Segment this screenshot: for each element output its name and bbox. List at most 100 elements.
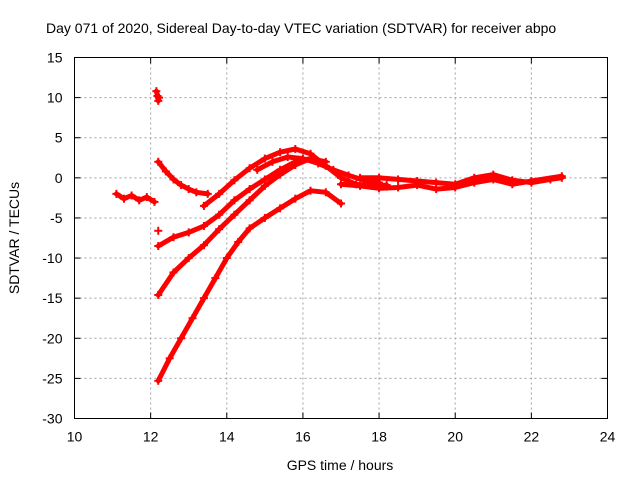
data-point	[260, 213, 269, 222]
y-tick-label: 0	[55, 170, 63, 186]
data-point	[268, 157, 277, 166]
data-point	[470, 178, 479, 187]
data-point	[375, 184, 384, 193]
data-point	[184, 185, 193, 194]
series-arc-deep	[155, 188, 344, 384]
data-point	[154, 290, 163, 299]
data-point	[306, 154, 315, 163]
data-point	[152, 87, 161, 96]
data-point	[215, 189, 224, 198]
y-tick-label: -25	[42, 370, 62, 386]
data-point	[155, 93, 164, 102]
data-point	[169, 175, 178, 184]
data-point	[199, 201, 208, 210]
data-point	[245, 164, 254, 173]
data-point	[527, 177, 536, 186]
x-tick-label: 18	[371, 429, 387, 445]
data-point	[451, 183, 460, 192]
data-point	[329, 165, 338, 174]
data-point	[337, 180, 345, 189]
data-point	[169, 268, 178, 277]
data-point	[306, 186, 315, 195]
data-point	[184, 228, 193, 237]
x-tick-label: 10	[67, 429, 83, 445]
data-point	[192, 188, 201, 197]
data-point	[177, 181, 186, 190]
data-point	[276, 148, 285, 157]
data-point	[154, 376, 163, 385]
data-point	[154, 242, 163, 251]
plot-frame	[74, 57, 608, 419]
data-point	[169, 233, 178, 242]
data-point	[135, 196, 144, 205]
data-point	[291, 144, 300, 153]
data-point	[413, 181, 422, 190]
data-layer	[112, 87, 566, 385]
data-point	[222, 254, 231, 263]
x-tick-label: 16	[295, 429, 311, 445]
data-point	[199, 241, 208, 250]
data-point	[161, 167, 170, 176]
data-point	[253, 165, 262, 174]
x-tick-label: 24	[600, 429, 616, 445]
y-tick-label: -10	[42, 250, 62, 266]
data-point	[184, 254, 193, 263]
data-point	[165, 354, 174, 363]
data-point	[321, 157, 330, 166]
data-point	[203, 189, 212, 198]
data-point	[119, 194, 128, 203]
x-tick-label: 14	[219, 429, 235, 445]
data-point	[230, 176, 239, 185]
y-tick-label: 10	[47, 90, 63, 106]
data-point	[112, 189, 121, 198]
data-point	[489, 175, 498, 184]
data-point	[234, 238, 243, 247]
data-point	[215, 210, 224, 219]
data-point	[230, 196, 239, 205]
x-axis-label: GPS time / hours	[287, 457, 394, 473]
y-tick-label: 5	[55, 130, 63, 146]
tick-layer: 10 12 14 16 18 20 22 24 -30 -25 -20 -15 -10 -5 0 5 10 15	[42, 50, 615, 445]
data-point	[260, 181, 269, 190]
data-point	[230, 210, 239, 219]
x-tick-label: 20	[447, 429, 463, 445]
y-tick-label: 15	[47, 50, 63, 66]
data-point	[344, 171, 353, 180]
data-point	[245, 224, 254, 233]
data-point	[177, 334, 186, 343]
data-point	[394, 183, 403, 192]
data-point	[356, 181, 365, 190]
data-point	[375, 173, 384, 182]
y-tick-label: -15	[42, 290, 62, 306]
data-point	[199, 294, 208, 303]
data-point	[356, 173, 365, 182]
y-axis-label: SDTVAR / TECUs	[6, 182, 22, 294]
data-point	[154, 226, 163, 235]
x-tick-label: 22	[524, 429, 540, 445]
y-tick-label: -20	[42, 330, 62, 346]
data-point	[215, 225, 224, 234]
data-point	[260, 154, 269, 163]
y-tick-label: -30	[42, 411, 62, 427]
data-point	[276, 170, 285, 179]
data-point	[508, 180, 517, 189]
grid-layer	[74, 57, 608, 419]
data-point	[291, 160, 300, 169]
data-point	[283, 152, 292, 161]
data-point	[276, 204, 285, 213]
data-point	[394, 175, 403, 184]
data-point	[127, 191, 136, 200]
data-point	[211, 274, 220, 283]
chart-title: Day 071 of 2020, Sidereal Day-to-day VTE…	[46, 20, 556, 36]
data-point	[150, 197, 159, 206]
data-point	[245, 196, 254, 205]
data-point	[557, 172, 566, 181]
data-point	[432, 185, 441, 194]
data-point	[199, 221, 208, 230]
x-tick-label: 12	[143, 429, 159, 445]
y-tick-label: -5	[50, 210, 63, 226]
data-point	[321, 188, 330, 197]
data-point	[188, 314, 197, 323]
data-point	[337, 199, 345, 208]
